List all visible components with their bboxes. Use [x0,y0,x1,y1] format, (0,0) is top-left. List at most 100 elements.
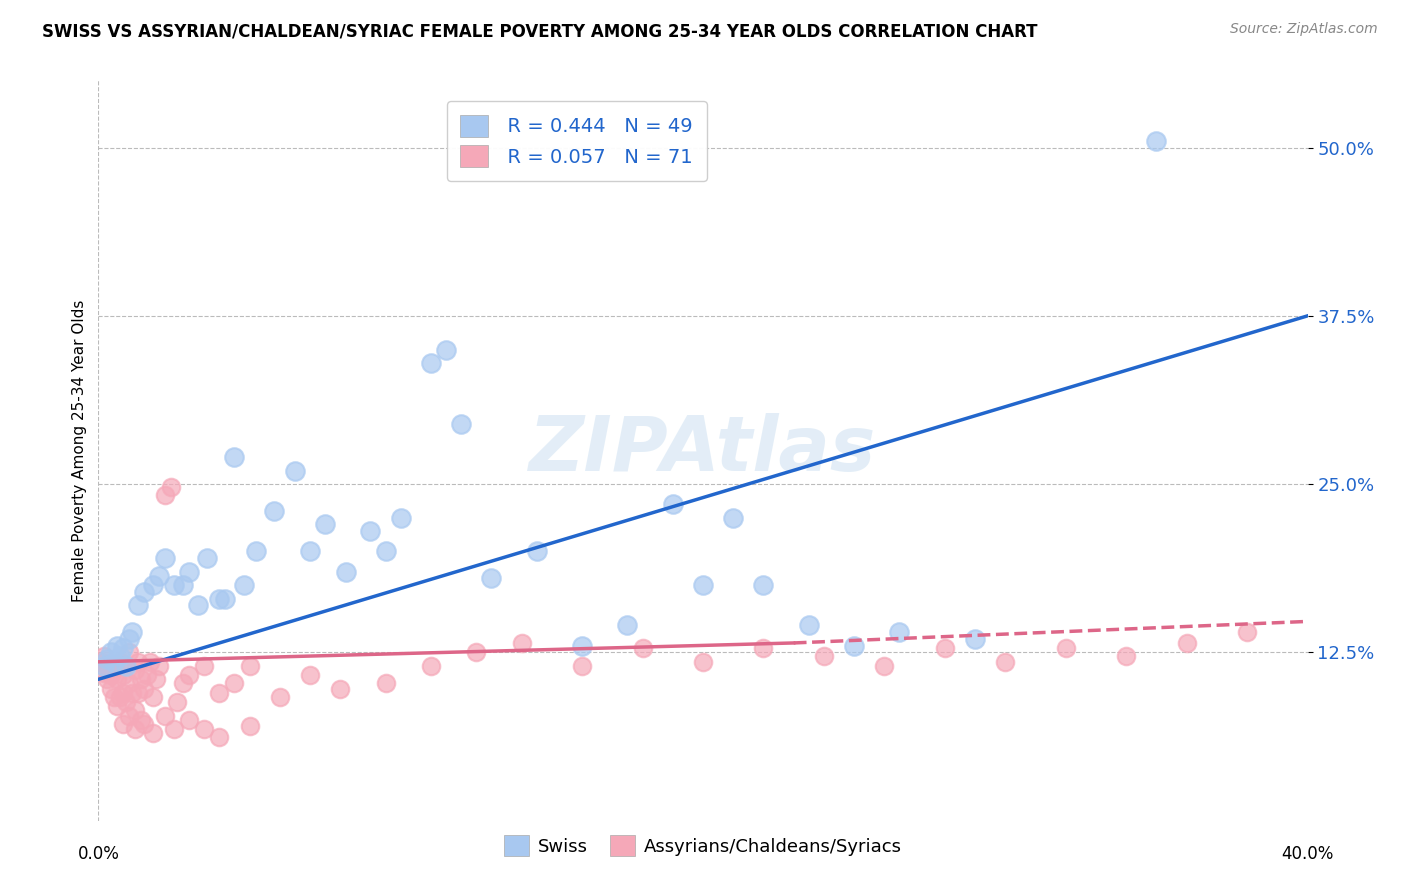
Point [129,673,152,687]
Point [1054,641,1077,656]
Text: 40.0%: 40.0% [1281,845,1334,863]
Point [132,681,155,696]
Point [335,565,357,579]
Text: Source: ZipAtlas.com: Source: ZipAtlas.com [1230,22,1378,37]
Point [166,695,188,709]
Point [172,578,194,592]
Point [124,703,146,717]
Text: 0.0%: 0.0% [77,845,120,863]
Point [93,649,115,664]
Point [389,510,412,524]
Point [299,544,322,558]
Point [145,673,167,687]
Point [118,676,141,690]
Point [114,695,136,709]
Point [245,544,267,558]
Point [108,649,131,664]
Point [752,578,775,592]
Point [132,716,155,731]
Point [96,658,118,673]
Point [100,681,122,696]
Point [873,658,896,673]
Point [127,655,149,669]
Point [239,719,262,733]
Point [148,658,170,673]
Point [103,655,125,669]
Point [813,649,835,664]
Point [420,658,443,673]
Point [103,690,125,704]
Point [121,625,143,640]
Point [374,676,396,690]
Point [127,599,149,613]
Point [124,722,146,736]
Point [96,652,118,666]
Point [208,730,231,744]
Point [127,686,149,700]
Point [1144,134,1167,148]
Point [510,636,533,650]
Point [105,699,128,714]
Point [616,618,638,632]
Point [797,618,820,632]
Point [142,726,165,740]
Point [526,544,548,558]
Point [844,639,866,653]
Point [934,641,956,656]
Point [195,551,218,566]
Point [965,632,987,646]
Point [153,708,176,723]
Text: SWISS VS ASSYRIAN/CHALDEAN/SYRIAC FEMALE POVERTY AMONG 25-34 YEAR OLDS CORRELATI: SWISS VS ASSYRIAN/CHALDEAN/SYRIAC FEMALE… [42,22,1038,40]
Point [481,571,503,585]
Point [100,645,122,659]
Point [179,668,201,682]
Point [314,517,336,532]
Point [100,668,122,682]
Point [108,655,131,669]
Point [752,641,775,656]
Point [1115,649,1137,664]
Point [118,645,141,659]
Point [111,668,134,682]
Point [723,510,745,524]
Point [124,663,146,677]
Point [111,641,134,656]
Y-axis label: Female Poverty Among 25-34 Year Olds: Female Poverty Among 25-34 Year Olds [72,300,87,601]
Point [420,356,443,370]
Point [224,450,246,465]
Point [129,713,152,727]
Point [179,565,201,579]
Point [571,658,593,673]
Point [571,639,593,653]
Point [208,591,231,606]
Point [163,722,186,736]
Point [105,639,128,653]
Point [114,658,136,673]
Point [284,464,307,478]
Point [994,655,1017,669]
Point [465,645,488,659]
Point [299,668,322,682]
Point [121,686,143,700]
Point [214,591,236,606]
Point [93,665,115,680]
Point [374,544,396,558]
Point [132,584,155,599]
Point [193,658,215,673]
Point [111,686,134,700]
Point [105,673,128,687]
Point [692,655,714,669]
Point [103,663,125,677]
Point [153,488,176,502]
Point [142,690,165,704]
Point [434,343,457,357]
Point [118,632,141,646]
Point [148,568,170,582]
Point [239,658,262,673]
Point [208,686,231,700]
Point [90,655,112,669]
Point [142,578,165,592]
Point [224,676,246,690]
Point [661,497,683,511]
Point [114,658,136,673]
